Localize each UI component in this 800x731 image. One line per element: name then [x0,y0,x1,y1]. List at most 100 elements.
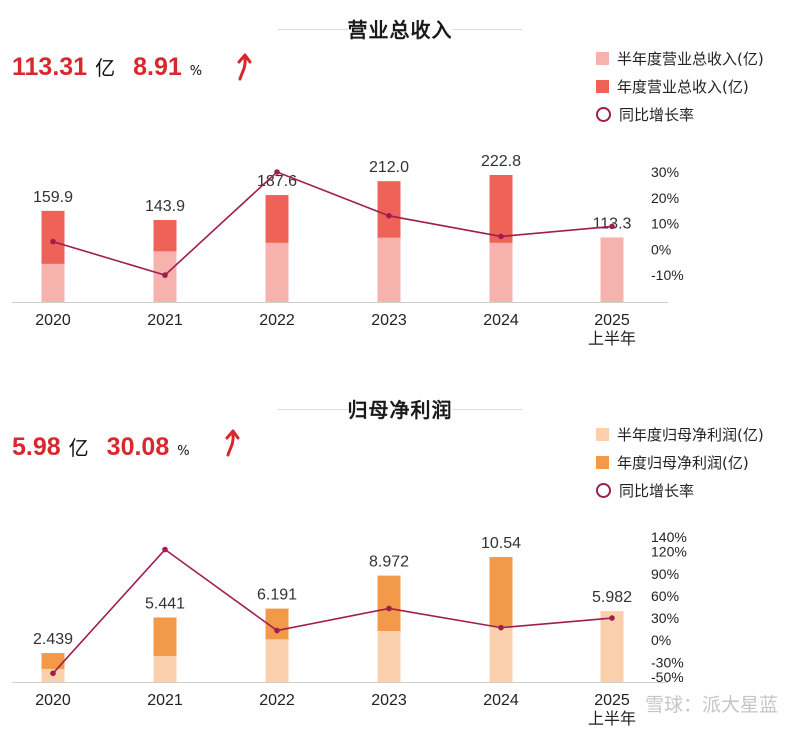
half-year-bar [377,631,401,682]
legend-label: 年度归母净利润(亿) [617,453,749,472]
growth-rate-point [609,223,615,230]
profit-panel: 2.439 2020 5.441 2021 6.191 2022 8.972 2023 10.5… [0,380,800,731]
revenue-legend: 半年度营业总收入(亿) 年度营业总收入(亿) 同比增长率 [596,44,764,128]
x-tick-label: 2022 [259,312,295,329]
revenue-chart: 159.9 2020 143.9 2021 187.6 2022 212.0 2023 222.… [12,153,684,348]
legend-label: 半年度营业总收入(亿) [617,49,764,68]
x-tick-label: 上半年 [588,330,636,348]
x-tick-label: 2023 [371,692,407,709]
x-tick-label: 2021 [147,312,183,329]
y2-tick-label: 140% [651,529,687,545]
y2-tick-label: 60% [651,588,679,604]
half-year-bar [489,626,513,682]
bar-value-label: 212.0 [369,159,409,176]
x-tick-label: 2024 [483,692,519,709]
watermark: 雪球：派大星蓝 [644,694,778,716]
bar-value-label: 6.191 [257,587,297,604]
revenue-headline: 113.31 亿 8.91% [12,52,202,82]
x-tick-label: 2024 [483,312,519,329]
growth-rate-point [498,624,504,631]
profit-chart-title: 归母净利润 [347,398,453,422]
half-year-bar [600,611,624,682]
legend-label: 年度营业总收入(亿) [617,77,749,96]
up-arrow-icon [237,53,252,81]
y2-tick-label: 30% [651,610,679,626]
title-rule-left [278,29,348,30]
bar-value-label: 10.54 [481,535,521,552]
x-tick-label: 2023 [371,312,407,329]
title-rule-left [278,409,348,410]
legend-item-annual-profit: 年度归母净利润(亿) [596,448,764,476]
y2-tick-label: 10% [651,216,679,232]
half-year-bar [377,237,401,302]
bar-value-label: 5.982 [592,589,632,606]
half-year-bar [489,242,513,302]
bar-value-label: 2.439 [33,631,73,648]
profit-title-wrap: 归母净利润 [0,394,800,423]
legend-item-half-profit: 半年度归母净利润(亿) [596,420,764,448]
legend-item-half-revenue: 半年度营业总收入(亿) [596,44,764,72]
half-year-bar [153,655,177,682]
half-year-bar [265,639,289,682]
y2-tick-label: 30% [651,164,679,180]
y2-tick-label: -30% [651,654,684,670]
x-tick-label: 2022 [259,692,295,709]
growth-rate-point [274,169,280,175]
half-year-bar [600,237,624,302]
x-tick-label: 2025 [594,312,630,329]
title-rule-right [452,29,522,30]
half-year-bar [265,242,289,302]
growth-rate-point [386,213,392,219]
profit-headline-unit: 亿 [68,436,89,460]
y2-tick-label: -10% [651,267,684,283]
legend-circle-marker [596,106,611,122]
legend-swatch [596,79,609,93]
x-tick-label: 2025 [594,692,630,709]
legend-label: 同比增长率 [619,481,695,500]
bar-value-label: 8.972 [369,554,409,571]
bar-value-label: 222.8 [481,153,521,170]
revenue-title-wrap: 营业总收入 [0,14,800,43]
y2-tick-label: -50% [651,669,684,685]
growth-rate-point [162,272,168,278]
growth-rate-point [609,615,615,621]
growth-rate-point [274,627,280,634]
bar-value-label: 5.441 [145,595,185,612]
title-rule-right [452,409,522,410]
growth-rate-line [52,548,613,674]
profit-headline: 5.98 亿 30.08% [12,432,190,462]
half-year-bar [41,263,65,302]
legend-circle-marker [596,482,611,498]
revenue-headline-growth-unit: % [189,64,203,79]
growth-rate-point [386,605,392,612]
y2-tick-label: 0% [651,241,671,257]
bar-value-label: 187.6 [257,173,297,190]
x-tick-label: 上半年 [588,710,636,728]
profit-chart: 2.439 2020 5.441 2021 6.191 2022 8.972 2023 10.5… [12,529,687,728]
y2-tick-label: 0% [651,632,671,648]
profit-headline-value: 5.98 [12,433,61,461]
bar-value-label: 159.9 [33,189,73,206]
bar-value-label: 143.9 [145,198,185,215]
profit-headline-growth-unit: % [177,444,190,459]
growth-rate-point [162,546,168,553]
growth-rate-point [498,233,504,240]
x-tick-label: 2020 [35,692,71,709]
revenue-headline-value: 113.31 [12,53,88,81]
growth-rate-point [50,238,56,245]
revenue-headline-growth: 8.91 [133,53,182,81]
growth-rate-point [50,670,56,677]
profit-legend: 半年度归母净利润(亿) 年度归母净利润(亿) 同比增长率 [596,420,764,504]
growth-rate-line [52,171,613,277]
revenue-panel: 159.9 2020 143.9 2021 187.6 2022 212.0 2023 222.… [0,0,800,365]
legend-label: 同比增长率 [619,105,695,124]
legend-label: 半年度归母净利润(亿) [617,425,764,444]
legend-item-annual-revenue: 年度营业总收入(亿) [596,72,764,100]
y2-tick-label: 120% [651,544,687,560]
x-tick-label: 2020 [35,312,71,329]
legend-item-growth-rate: 同比增长率 [596,476,764,504]
y2-tick-label: 90% [651,566,679,582]
x-tick-label: 2021 [147,692,183,709]
legend-swatch [596,455,609,469]
legend-swatch [596,427,609,441]
